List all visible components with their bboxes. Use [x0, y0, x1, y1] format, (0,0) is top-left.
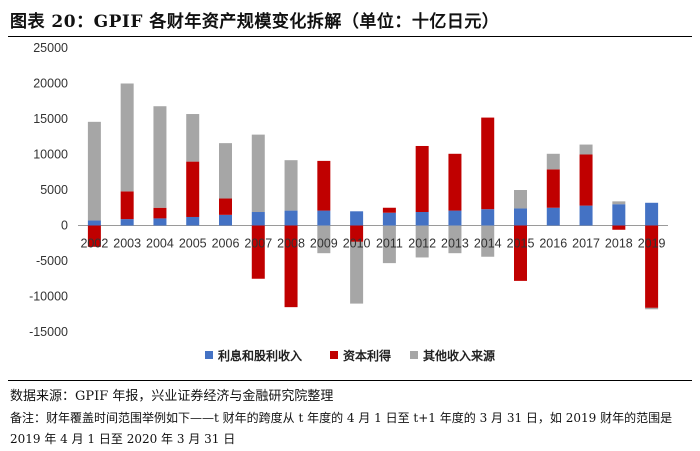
bar-segment	[415, 145, 429, 213]
bar-segment	[317, 160, 331, 211]
chart-title: 图表 20：GPIF 各财年资产规模变化拆解（单位：十亿日元）	[10, 12, 500, 32]
legend-label: 利息和股利收入	[218, 348, 302, 363]
bar-segment	[612, 225, 626, 230]
legend-swatch	[330, 351, 338, 359]
bar-segment	[645, 307, 659, 310]
bar-segment	[382, 212, 396, 226]
footnote: 备注：财年覆盖时间范围举例如下——t 财年的跨度从 t 年度的 4 月 1 日至…	[10, 411, 673, 446]
bar-segment	[120, 219, 134, 226]
bar-segment	[186, 114, 200, 162]
x-tick-label: 2012	[408, 237, 436, 251]
bar-segment	[579, 154, 593, 206]
bar-segment	[251, 212, 265, 226]
bar-segment	[645, 202, 659, 226]
x-tick-label: 2015	[507, 237, 535, 251]
y-tick-label: 15000	[33, 112, 68, 126]
bar-segment	[448, 225, 462, 254]
legend-swatch	[410, 351, 418, 359]
bar-segment	[481, 117, 495, 210]
bar-segment	[350, 225, 364, 242]
bar-segment	[251, 225, 265, 279]
y-tick-label: 10000	[33, 148, 68, 162]
data-source: 数据来源：GPIF 年报，兴业证券经济与金融研究院整理	[10, 389, 334, 404]
bar-segment	[481, 225, 495, 257]
bar-segment	[284, 210, 298, 226]
x-tick-label: 2005	[179, 237, 207, 251]
legend-swatch	[205, 351, 213, 359]
bar-segment	[120, 191, 134, 220]
bar-segment	[579, 205, 593, 226]
bar-segment	[514, 225, 527, 281]
bar-segment	[153, 207, 167, 219]
bar-segment	[284, 160, 298, 211]
x-tick-label: 2014	[474, 237, 502, 251]
bar-segment	[350, 211, 364, 226]
y-tick-label: 20000	[33, 77, 68, 91]
x-tick-label: 2006	[212, 237, 240, 251]
x-tick-label: 2008	[277, 237, 305, 251]
x-tick-label: 2019	[638, 237, 666, 251]
bar-segment	[514, 190, 527, 209]
bar-segment	[219, 214, 232, 226]
y-tick-label: 0	[61, 219, 68, 233]
bar-segment	[514, 208, 527, 226]
bar-segment	[481, 209, 495, 226]
bar-segment	[546, 169, 560, 208]
y-tick-label: -15000	[29, 325, 68, 339]
bar-segment	[284, 225, 298, 308]
x-tick-label: 2011	[376, 237, 403, 251]
x-tick-label: 2007	[244, 237, 272, 251]
x-tick-label: 2004	[146, 237, 174, 251]
bar-segment	[382, 207, 396, 213]
bar-segment	[579, 144, 593, 155]
bar-segment	[87, 121, 101, 221]
bar-segment	[612, 201, 626, 205]
bar-segment	[645, 225, 659, 308]
bar-segment	[415, 225, 429, 258]
footer-divider	[8, 380, 692, 381]
bar-segment	[546, 207, 560, 226]
bar-segment	[612, 204, 626, 226]
bar-segment	[448, 210, 462, 226]
bar-segment	[153, 218, 167, 226]
legend-label: 其他收入来源	[423, 348, 495, 363]
y-tick-label: 5000	[40, 183, 68, 197]
x-tick-label: 2010	[343, 237, 371, 251]
x-tick-label: 2016	[539, 237, 567, 251]
x-tick-label: 2003	[113, 237, 141, 251]
x-tick-label: 2009	[310, 237, 338, 251]
x-tick-label: 2013	[441, 237, 469, 251]
legend-label: 资本利得	[343, 348, 391, 363]
y-tick-label: -10000	[29, 290, 68, 304]
bar-segment	[219, 143, 232, 199]
bar-segment	[317, 225, 331, 254]
bar-segment	[120, 83, 134, 192]
stacked-bar-chart: -15000 -10000 -5000 0 5000 10000 15000 20000 250…	[29, 41, 668, 363]
bar-segment	[87, 220, 101, 226]
bar-segment	[546, 153, 560, 170]
y-tick-label: 25000	[33, 41, 68, 55]
bar-segment	[251, 134, 265, 213]
title-divider	[8, 36, 692, 37]
x-tick-label: 2017	[572, 237, 600, 251]
bar-segment	[415, 212, 429, 226]
bar-segment	[382, 225, 396, 264]
bar-segment	[317, 210, 331, 226]
bar-segment	[448, 153, 462, 211]
bar-segment	[186, 161, 200, 217]
bar-segment	[219, 198, 232, 215]
bar-segment	[153, 106, 167, 208]
bar-segment	[87, 225, 101, 247]
x-tick-label: 2002	[80, 237, 108, 251]
bar-segment	[186, 216, 200, 226]
x-tick-label: 2018	[605, 237, 633, 251]
bar-segment	[350, 241, 364, 304]
y-tick-label: -5000	[36, 254, 68, 268]
